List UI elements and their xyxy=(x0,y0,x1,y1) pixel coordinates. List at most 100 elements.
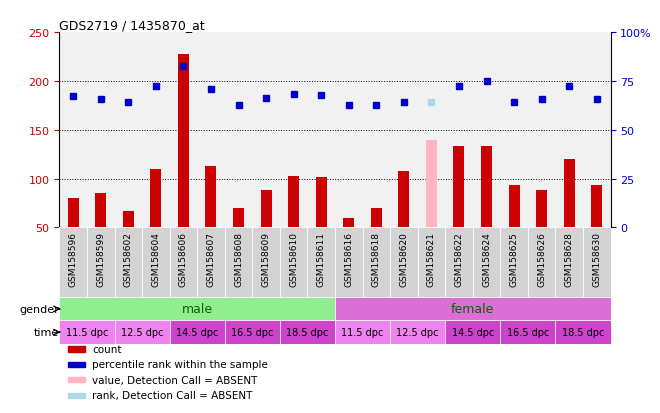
Text: 16.5 dpc: 16.5 dpc xyxy=(231,328,273,337)
Bar xyxy=(87,33,115,228)
Bar xyxy=(197,228,224,297)
Text: male: male xyxy=(182,303,213,316)
Bar xyxy=(500,228,528,297)
Bar xyxy=(59,228,87,297)
Text: 18.5 dpc: 18.5 dpc xyxy=(562,328,604,337)
Bar xyxy=(205,166,216,228)
Bar xyxy=(473,228,500,297)
Text: GSM158630: GSM158630 xyxy=(592,231,601,286)
Text: GSM158626: GSM158626 xyxy=(537,231,546,286)
Text: count: count xyxy=(92,344,122,354)
Bar xyxy=(343,218,354,228)
Text: percentile rank within the sample: percentile rank within the sample xyxy=(92,359,269,369)
Text: 14.5 dpc: 14.5 dpc xyxy=(451,328,494,337)
Bar xyxy=(528,228,556,297)
Bar xyxy=(453,147,465,228)
Bar xyxy=(178,55,189,228)
Bar xyxy=(252,33,280,228)
Bar xyxy=(583,228,610,297)
Text: GSM158604: GSM158604 xyxy=(151,231,160,286)
Bar xyxy=(115,321,170,344)
Bar xyxy=(591,186,602,228)
Bar xyxy=(123,211,134,228)
Bar xyxy=(528,33,556,228)
Text: 12.5 dpc: 12.5 dpc xyxy=(397,328,439,337)
Bar xyxy=(390,228,418,297)
Bar xyxy=(308,33,335,228)
Text: GSM158625: GSM158625 xyxy=(510,231,519,286)
Bar xyxy=(280,33,308,228)
Bar xyxy=(233,209,244,228)
Bar xyxy=(68,377,85,382)
Bar xyxy=(335,297,610,321)
Bar xyxy=(556,33,583,228)
Text: GSM158618: GSM158618 xyxy=(372,231,381,286)
Bar xyxy=(197,33,224,228)
Bar xyxy=(252,228,280,297)
Text: GSM158602: GSM158602 xyxy=(124,231,133,286)
Bar xyxy=(556,321,611,344)
Bar xyxy=(115,228,142,297)
Bar xyxy=(509,186,519,228)
Text: 18.5 dpc: 18.5 dpc xyxy=(286,328,329,337)
Bar xyxy=(446,228,473,297)
Text: GDS2719 / 1435870_at: GDS2719 / 1435870_at xyxy=(59,19,205,32)
Bar xyxy=(399,171,409,228)
Bar xyxy=(95,194,106,228)
Bar xyxy=(536,191,547,228)
Text: female: female xyxy=(451,303,494,316)
Text: GSM158609: GSM158609 xyxy=(261,231,271,286)
Bar xyxy=(224,33,252,228)
Bar xyxy=(426,140,437,228)
Bar xyxy=(564,160,575,228)
Bar xyxy=(224,228,252,297)
Text: GSM158596: GSM158596 xyxy=(69,231,78,286)
Bar xyxy=(308,228,335,297)
Bar xyxy=(500,321,556,344)
Bar xyxy=(335,228,362,297)
Bar xyxy=(170,228,197,297)
Bar xyxy=(390,321,446,344)
Bar xyxy=(362,33,390,228)
Bar xyxy=(261,191,271,228)
Bar xyxy=(68,199,79,228)
Bar xyxy=(473,33,500,228)
Bar xyxy=(170,321,224,344)
Bar xyxy=(68,362,85,367)
Bar xyxy=(280,228,308,297)
Bar xyxy=(556,228,583,297)
Text: GSM158606: GSM158606 xyxy=(179,231,188,286)
Bar xyxy=(280,321,335,344)
Bar xyxy=(362,228,390,297)
Text: time: time xyxy=(34,328,59,337)
Text: value, Detection Call = ABSENT: value, Detection Call = ABSENT xyxy=(92,375,258,385)
Bar xyxy=(59,321,115,344)
Text: GSM158599: GSM158599 xyxy=(96,231,105,286)
Text: GSM158616: GSM158616 xyxy=(345,231,353,286)
Bar xyxy=(500,33,528,228)
Text: 14.5 dpc: 14.5 dpc xyxy=(176,328,218,337)
Bar xyxy=(59,297,335,321)
Text: GSM158608: GSM158608 xyxy=(234,231,243,286)
Text: GSM158610: GSM158610 xyxy=(289,231,298,286)
Bar xyxy=(315,177,327,228)
Text: GSM158607: GSM158607 xyxy=(207,231,215,286)
Bar xyxy=(59,33,87,228)
Text: GSM158621: GSM158621 xyxy=(427,231,436,286)
Bar xyxy=(583,33,610,228)
Text: rank, Detection Call = ABSENT: rank, Detection Call = ABSENT xyxy=(92,390,253,400)
Text: 11.5 dpc: 11.5 dpc xyxy=(66,328,108,337)
Bar xyxy=(87,228,115,297)
Bar xyxy=(68,347,85,352)
Text: GSM158628: GSM158628 xyxy=(565,231,574,286)
Bar xyxy=(418,33,446,228)
Bar xyxy=(115,33,142,228)
Bar xyxy=(68,393,85,398)
Bar xyxy=(446,33,473,228)
Bar xyxy=(371,209,381,228)
Text: 16.5 dpc: 16.5 dpc xyxy=(507,328,549,337)
Bar xyxy=(390,33,418,228)
Bar xyxy=(446,321,500,344)
Text: GSM158620: GSM158620 xyxy=(399,231,409,286)
Bar xyxy=(224,321,280,344)
